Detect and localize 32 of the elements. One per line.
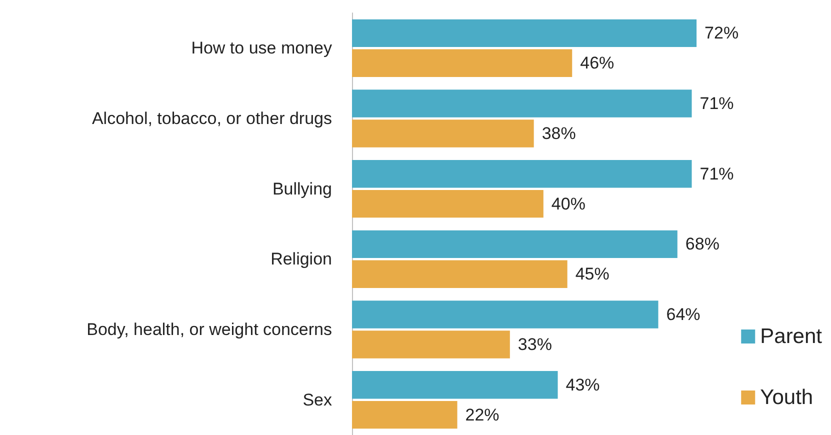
- legend-label: Youth: [760, 386, 814, 409]
- data-label: 22%: [465, 405, 500, 424]
- data-label: 64%: [666, 305, 700, 324]
- bar: [352, 400, 458, 429]
- bar: [352, 19, 697, 48]
- bar: [352, 370, 558, 399]
- y-tick-label: Alcohol, tobacco, or other drugs: [92, 109, 332, 128]
- data-label: 43%: [566, 375, 600, 394]
- bar: [352, 190, 544, 218]
- legend-label: Parent: [760, 325, 822, 348]
- data-label: 45%: [575, 264, 610, 284]
- data-label: 46%: [580, 54, 614, 73]
- y-tick-label: How to use money: [191, 38, 332, 58]
- bar: [352, 260, 568, 288]
- bar: [352, 300, 658, 328]
- bar: [352, 230, 678, 258]
- data-label: 68%: [685, 234, 720, 254]
- data-label: 33%: [518, 334, 552, 354]
- bar: [352, 120, 534, 148]
- bar: [352, 160, 692, 188]
- bar: [352, 90, 692, 118]
- data-label: 71%: [700, 94, 734, 114]
- data-label: 40%: [551, 194, 586, 214]
- bar: [352, 49, 572, 78]
- bar: [352, 330, 510, 358]
- data-label: 38%: [542, 124, 576, 143]
- y-tick-label: Bullying: [272, 179, 332, 198]
- y-tick-label: Sex: [302, 390, 332, 410]
- y-tick-label: Religion: [270, 250, 332, 269]
- data-label: 71%: [700, 164, 734, 184]
- data-label: 72%: [704, 24, 739, 43]
- y-tick-label: Body, health, or weight concerns: [86, 320, 332, 339]
